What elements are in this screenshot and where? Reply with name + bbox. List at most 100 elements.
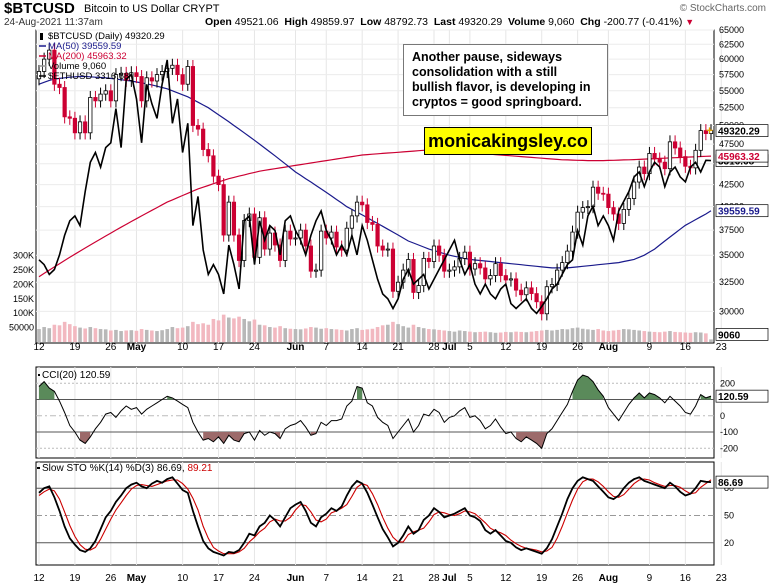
- candle-body: [283, 230, 288, 261]
- volume-bar: [539, 330, 544, 342]
- volume-bar: [298, 329, 303, 342]
- volume-bar: [144, 329, 149, 342]
- annotation-box: Another pause, sideways consolidation wi…: [403, 44, 608, 116]
- last-label: Last: [433, 16, 456, 28]
- volume-bar: [365, 329, 370, 342]
- x-tick-label-upper: 7: [323, 342, 329, 353]
- cci-overbought-fill: [39, 375, 711, 400]
- price-tick-label: 65000: [719, 25, 744, 35]
- candle-body: [375, 223, 380, 247]
- candle-body: [190, 66, 195, 126]
- volume-bar: [386, 324, 390, 342]
- volume-bar: [683, 332, 688, 342]
- candle-body: [329, 231, 334, 239]
- source-credit[interactable]: © StockCharts.com: [679, 3, 766, 14]
- volume-bar: [155, 331, 159, 342]
- candle-body: [149, 77, 154, 82]
- legend-entry: $ETHUSD 3316.68: [48, 71, 129, 82]
- x-tick-label-upper: 26: [572, 342, 584, 353]
- volume-bar: [273, 327, 277, 342]
- x-tick-label-upper: Aug: [599, 342, 618, 353]
- volume-bar: [673, 331, 677, 342]
- volume-bar: [391, 321, 395, 342]
- volume-bar: [88, 327, 93, 342]
- x-tick-label-lower: 12: [500, 573, 512, 584]
- candle-body: [319, 230, 324, 271]
- x-tick-label-upper: 28: [428, 342, 440, 353]
- candle-body: [524, 287, 529, 296]
- volume-bar: [175, 328, 180, 342]
- candle-body: [103, 90, 108, 95]
- x-tick-label-lower: Jun: [287, 573, 305, 584]
- candle-body: [344, 227, 349, 251]
- volume-bar: [47, 328, 52, 342]
- volume-bar: [370, 328, 375, 342]
- volume-tick-label: 200K: [13, 279, 34, 289]
- volume-bar: [380, 325, 385, 342]
- ohlc-readout: Open 49521.06 High 49859.97 Low 48792.73…: [205, 16, 694, 28]
- price-tick-label: 62500: [719, 39, 744, 49]
- x-tick-label-upper: 10: [177, 342, 189, 353]
- candle-body: [508, 278, 514, 281]
- volume-bar: [637, 330, 641, 342]
- candle-body: [231, 201, 237, 236]
- volume-bar: [67, 324, 72, 342]
- candle-body: [534, 293, 539, 303]
- cci-tick-label: -200: [720, 443, 738, 453]
- candle-body: [288, 230, 293, 240]
- candle-body: [195, 125, 201, 130]
- x-tick-label-upper: 19: [69, 342, 81, 353]
- stoch-k-line: [38, 476, 712, 557]
- volume-tick-label: 300K: [13, 251, 34, 261]
- low-label: Low: [360, 16, 382, 28]
- volume-bar: [252, 319, 257, 342]
- last-value: 49320.29: [458, 16, 503, 28]
- x-tick-label-lower: 28: [428, 573, 440, 584]
- price-tick-label: 55000: [719, 86, 744, 96]
- candle-body: [672, 141, 678, 149]
- candle-body: [67, 116, 72, 119]
- volume-bar: [534, 331, 539, 342]
- candle-body: [411, 259, 416, 293]
- candle-body: [298, 229, 303, 239]
- volume-bar: [237, 316, 241, 342]
- volume-bar: [488, 332, 493, 342]
- candle-body: [180, 74, 185, 85]
- cci-last-tag-box: [715, 389, 769, 403]
- brand-banner[interactable]: monicakingsley.co: [424, 127, 592, 155]
- volume-bar: [498, 332, 503, 342]
- cci-tick-label: 200: [720, 378, 735, 388]
- volume-bar: [704, 333, 708, 342]
- x-tick-label-upper: 21: [393, 342, 405, 353]
- candle-body: [421, 257, 426, 286]
- x-tick-label-upper: 17: [213, 342, 225, 353]
- candle-body: [483, 267, 488, 280]
- x-tick-label-upper: May: [127, 342, 147, 353]
- candle-body: [662, 161, 667, 170]
- stoch-legend: Slow STO %K(14) %D(3) 86.69, 89.21: [42, 463, 213, 474]
- legend-entry: $BTCUSD (Daily) 49320.29: [48, 31, 165, 42]
- candle-body: [139, 76, 144, 102]
- volume-bar: [134, 330, 139, 342]
- volume-bar: [616, 329, 621, 342]
- volume-bar: [103, 329, 108, 342]
- volume-bar: [621, 329, 626, 342]
- volume-bar: [37, 329, 41, 342]
- candle-body: [493, 263, 498, 276]
- volume-bar: [129, 330, 134, 342]
- x-tick-label-lower: 10: [177, 573, 189, 584]
- candle-body: [667, 141, 673, 170]
- volume-bar: [221, 314, 226, 342]
- candle-body: [652, 153, 657, 160]
- volume-bar: [678, 332, 683, 342]
- candle-body: [698, 130, 703, 151]
- btc-last-tag-box: [715, 124, 769, 137]
- candle-body: [596, 186, 601, 194]
- candle-body: [447, 269, 452, 272]
- volume-bar: [283, 328, 288, 342]
- volume-bar: [560, 329, 565, 342]
- price-tick-label: 60000: [719, 54, 744, 64]
- price-tick-label: 37500: [719, 225, 744, 235]
- volume-bar: [262, 325, 267, 342]
